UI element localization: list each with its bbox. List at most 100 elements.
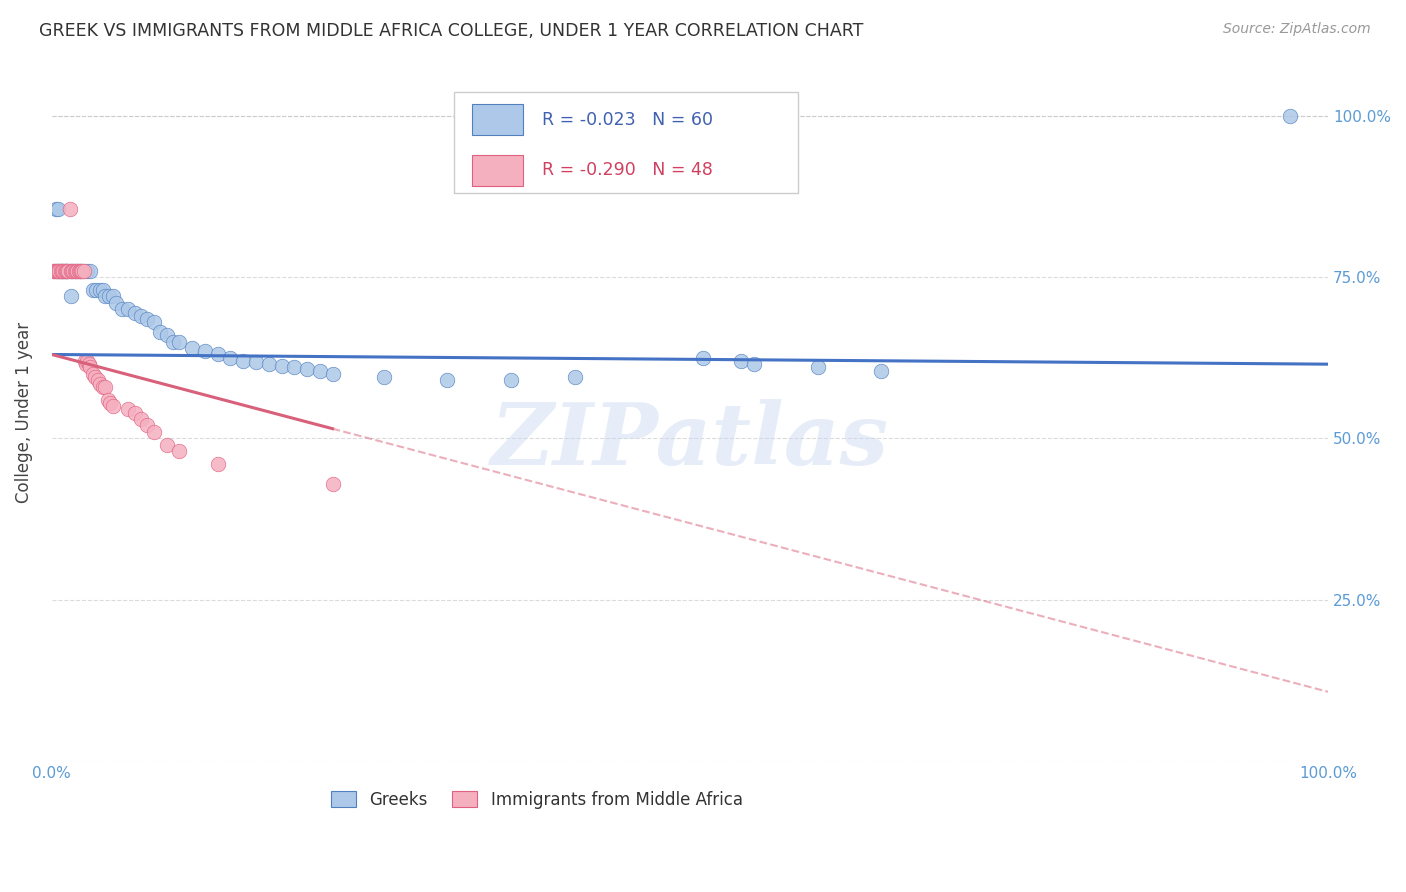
Text: ZIPatlas: ZIPatlas xyxy=(491,399,889,483)
Point xyxy=(55,263,77,277)
Point xyxy=(45,263,67,277)
Point xyxy=(59,289,82,303)
Point xyxy=(692,351,714,365)
Point xyxy=(86,283,108,297)
Point xyxy=(51,263,73,277)
Point xyxy=(76,354,98,368)
Point xyxy=(67,263,90,277)
Point xyxy=(49,263,72,277)
Point xyxy=(436,373,458,387)
Point xyxy=(283,360,305,375)
Legend: Greeks, Immigrants from Middle Africa: Greeks, Immigrants from Middle Africa xyxy=(325,784,749,815)
FancyBboxPatch shape xyxy=(454,92,799,193)
Point xyxy=(69,263,91,277)
Point xyxy=(58,263,80,277)
Point xyxy=(742,357,765,371)
Point xyxy=(55,263,77,277)
Point xyxy=(89,283,111,297)
Point xyxy=(564,370,586,384)
Point xyxy=(66,263,89,277)
Point xyxy=(257,357,280,371)
Point xyxy=(270,359,292,373)
Point xyxy=(91,380,114,394)
Point xyxy=(65,263,87,277)
Point xyxy=(56,263,79,277)
Point xyxy=(149,325,172,339)
Point xyxy=(56,263,79,277)
Text: R = -0.290   N = 48: R = -0.290 N = 48 xyxy=(541,161,713,179)
Point xyxy=(142,315,165,329)
Point xyxy=(181,341,204,355)
Point xyxy=(94,289,117,303)
Point xyxy=(117,402,139,417)
Point xyxy=(45,202,67,217)
Point xyxy=(104,296,127,310)
Point xyxy=(44,263,66,277)
Point xyxy=(100,396,122,410)
Point xyxy=(63,263,86,277)
Point xyxy=(62,263,84,277)
Point xyxy=(52,263,75,277)
Point xyxy=(76,263,98,277)
Point xyxy=(806,360,828,375)
Point xyxy=(66,263,89,277)
Point xyxy=(295,361,318,376)
Point xyxy=(79,360,101,375)
Point xyxy=(82,367,104,381)
Point xyxy=(232,354,254,368)
Point xyxy=(129,412,152,426)
Point xyxy=(91,283,114,297)
Point xyxy=(53,263,76,277)
Point xyxy=(97,392,120,407)
Point xyxy=(373,370,395,384)
Y-axis label: College, Under 1 year: College, Under 1 year xyxy=(15,322,32,503)
Point xyxy=(124,406,146,420)
Point xyxy=(60,263,83,277)
Point xyxy=(124,305,146,319)
Point xyxy=(111,302,134,317)
Point xyxy=(322,367,344,381)
Point xyxy=(59,263,82,277)
Point xyxy=(49,263,72,277)
Point xyxy=(72,263,94,277)
Point xyxy=(219,351,242,365)
Point xyxy=(322,476,344,491)
Point xyxy=(501,373,523,387)
Point xyxy=(46,202,69,217)
Point xyxy=(75,357,97,371)
Point xyxy=(730,354,752,368)
Point xyxy=(84,370,107,384)
Point xyxy=(117,302,139,317)
Point xyxy=(73,354,96,368)
Point xyxy=(94,380,117,394)
Point xyxy=(169,334,191,349)
Point xyxy=(245,355,267,369)
Point xyxy=(156,328,179,343)
Point xyxy=(870,363,893,377)
Point xyxy=(70,263,93,277)
Point xyxy=(48,263,70,277)
Point xyxy=(1278,109,1301,123)
FancyBboxPatch shape xyxy=(471,155,523,186)
Point xyxy=(77,357,100,371)
FancyBboxPatch shape xyxy=(471,104,523,135)
Point xyxy=(45,263,67,277)
Point xyxy=(60,263,83,277)
Point xyxy=(44,263,66,277)
Point xyxy=(53,263,76,277)
Point xyxy=(98,289,121,303)
Point xyxy=(45,263,67,277)
Point xyxy=(162,334,184,349)
Text: Source: ZipAtlas.com: Source: ZipAtlas.com xyxy=(1223,22,1371,37)
Point xyxy=(46,263,69,277)
Point xyxy=(42,263,65,277)
Point xyxy=(48,263,70,277)
Point xyxy=(142,425,165,439)
Point xyxy=(73,263,96,277)
Point xyxy=(52,263,75,277)
Point xyxy=(69,263,91,277)
Point xyxy=(59,263,82,277)
Point xyxy=(308,363,330,377)
Point xyxy=(101,399,124,413)
Text: R = -0.023   N = 60: R = -0.023 N = 60 xyxy=(541,111,713,128)
